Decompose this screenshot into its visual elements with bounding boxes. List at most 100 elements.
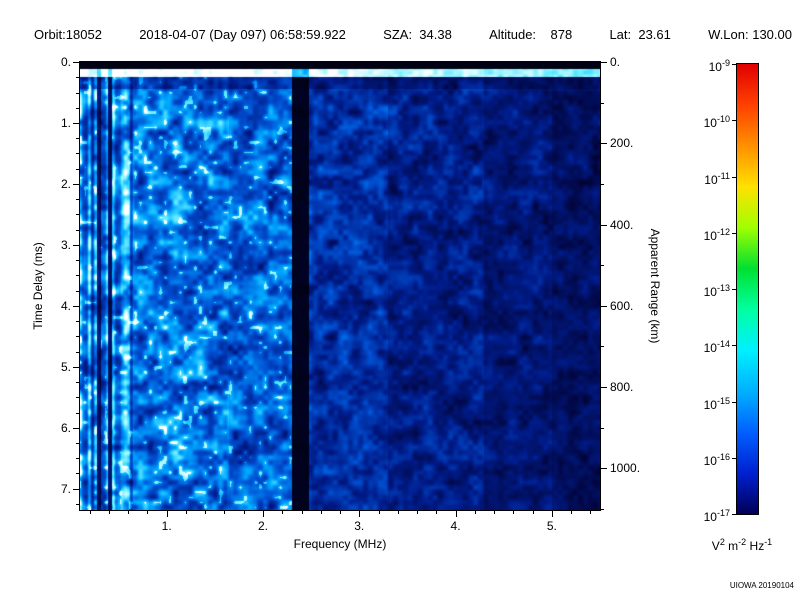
y-tick-label: 5. bbox=[60, 359, 71, 374]
y-minor-tick bbox=[76, 199, 79, 201]
colorbar bbox=[736, 63, 759, 515]
y2-tick-label: 800. bbox=[610, 380, 634, 395]
colorbar-tick-label: 10-9 bbox=[708, 58, 730, 74]
x-minor-tick bbox=[89, 511, 91, 514]
y-minor-tick bbox=[76, 229, 79, 231]
x-tick-label: 5. bbox=[546, 519, 557, 533]
y-minor-tick bbox=[76, 275, 79, 277]
y2-tick bbox=[601, 468, 607, 470]
header-field: W.Lon: 130.00 bbox=[708, 27, 792, 42]
colorbar-tick-label: 10-14 bbox=[703, 339, 730, 356]
colorbar-tick bbox=[732, 345, 736, 347]
x-minor-tick bbox=[108, 511, 110, 514]
colorbar-tick-label: 10-12 bbox=[703, 226, 730, 243]
y-minor-tick bbox=[76, 290, 79, 292]
y-tick bbox=[73, 244, 79, 246]
y-tick bbox=[73, 488, 79, 490]
unit-exponent: 2 bbox=[719, 537, 725, 547]
colorbar-tick bbox=[732, 120, 736, 122]
x-tick bbox=[262, 511, 264, 517]
credit-text: UIOWA 20190104 bbox=[729, 581, 794, 590]
y2-tick bbox=[601, 305, 607, 307]
x-minor-tick bbox=[494, 511, 496, 514]
x-tick bbox=[166, 511, 168, 517]
x-minor-tick bbox=[340, 511, 341, 514]
y-tick-label: 1. bbox=[60, 115, 71, 130]
y-minor-tick bbox=[76, 92, 79, 94]
colorbar-tick bbox=[732, 176, 736, 178]
colorbar-tick-label: 10-11 bbox=[704, 170, 730, 187]
colorbar-tick bbox=[732, 232, 736, 234]
header-field: SZA: 34.38 bbox=[383, 27, 452, 42]
y2-tick-label: 200. bbox=[610, 136, 634, 151]
y-minor-tick bbox=[76, 321, 79, 322]
x-minor-tick bbox=[185, 511, 187, 514]
x-minor-tick bbox=[128, 511, 130, 514]
colorbar-exponent: -10 bbox=[716, 114, 730, 125]
y-minor-tick bbox=[76, 382, 79, 383]
y-minor-tick bbox=[76, 214, 79, 216]
x-tick-label: 1. bbox=[161, 519, 172, 533]
colorbar-exponent: -13 bbox=[716, 283, 730, 293]
y-minor-tick bbox=[76, 412, 79, 414]
unit-exponent: -1 bbox=[764, 537, 773, 547]
y-tick-label: 3. bbox=[60, 237, 71, 252]
x-axis-title: Frequency (MHz) bbox=[293, 537, 387, 551]
y2-minor-tick bbox=[601, 509, 604, 510]
y-tick bbox=[73, 62, 79, 63]
y-minor-tick bbox=[76, 397, 79, 399]
x-minor-tick bbox=[417, 511, 418, 514]
y2-minor-tick bbox=[601, 102, 604, 104]
y-tick-label: 0. bbox=[60, 55, 71, 69]
header-field: Altitude: 878 bbox=[489, 27, 573, 42]
x-minor-tick bbox=[397, 511, 399, 514]
x-minor-tick bbox=[513, 511, 515, 514]
header-field: 2018-04-07 (Day 097) 06:58:59.922 bbox=[139, 27, 346, 42]
colorbar-gradient bbox=[737, 64, 758, 514]
y-minor-tick bbox=[76, 138, 79, 140]
x-tick bbox=[551, 511, 553, 517]
x-tick bbox=[455, 511, 457, 517]
x-tick bbox=[359, 511, 361, 517]
y2-tick bbox=[601, 143, 607, 145]
header-field: Lat: 23.61 bbox=[609, 27, 671, 42]
y-tick bbox=[73, 183, 79, 185]
x-minor-tick bbox=[532, 511, 534, 514]
y-tick-label: 7. bbox=[60, 481, 71, 496]
y-minor-tick bbox=[76, 351, 79, 353]
y2-tick bbox=[601, 224, 607, 226]
y2-tick-label: 400. bbox=[610, 217, 634, 232]
y-tick bbox=[73, 366, 79, 368]
y-tick bbox=[73, 122, 79, 124]
y2-tick bbox=[601, 62, 607, 63]
x-minor-tick bbox=[243, 511, 245, 514]
y2-tick-label: 600. bbox=[610, 298, 634, 313]
x-minor-tick bbox=[590, 511, 592, 514]
y-minor-tick bbox=[76, 336, 79, 338]
y2-minor-tick bbox=[601, 183, 604, 185]
y-minor-tick bbox=[76, 107, 79, 109]
x-minor-tick bbox=[147, 511, 149, 514]
colorbar-exponent: -17 bbox=[716, 508, 730, 518]
spectrogram-canvas bbox=[80, 62, 600, 510]
colorbar-exponent: -9 bbox=[721, 58, 730, 68]
y2-tick-label: 1000. bbox=[610, 461, 641, 476]
colorbar-tick-label: 10-10 bbox=[703, 114, 730, 131]
y-tick-label: 6. bbox=[60, 420, 71, 435]
y-minor-tick bbox=[76, 503, 79, 505]
y2-tick bbox=[601, 387, 607, 389]
x-minor-tick bbox=[436, 511, 438, 514]
x-minor-tick bbox=[205, 511, 207, 514]
y2-minor-tick bbox=[601, 427, 604, 429]
y2-minor-tick bbox=[601, 265, 604, 267]
x-minor-tick bbox=[571, 511, 573, 514]
colorbar-tick-label: 10-15 bbox=[703, 395, 730, 412]
colorbar-tick bbox=[732, 64, 736, 65]
colorbar-units-label: V2 m-2 Hz-1 bbox=[711, 537, 773, 553]
colorbar-exponent: -11 bbox=[717, 170, 730, 181]
y-minor-tick bbox=[76, 458, 79, 460]
y2-axis-title: Apparent Range (km) bbox=[648, 228, 662, 344]
y-tick-label: 4. bbox=[60, 298, 71, 313]
y-tick bbox=[73, 427, 79, 429]
